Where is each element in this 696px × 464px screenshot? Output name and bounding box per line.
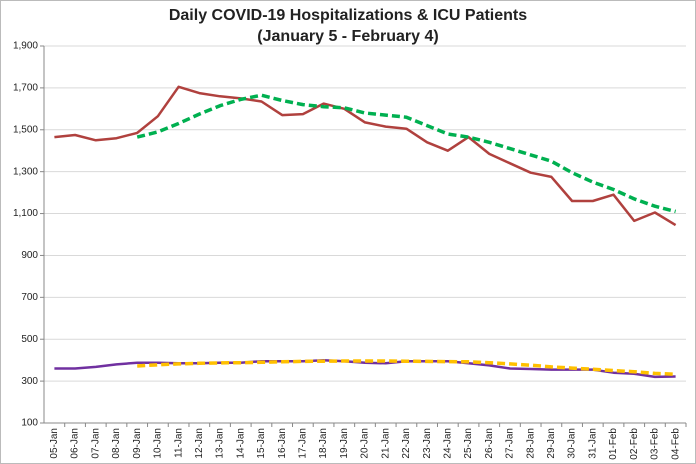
x-tick-label: 18-Jan: [318, 428, 329, 459]
x-tick-label: 17-Jan: [298, 428, 309, 459]
x-tick-label: 03-Feb: [650, 428, 661, 460]
chart-title: Daily COVID-19 Hospitalizations & ICU Pa…: [169, 7, 527, 24]
x-tick-label: 23-Jan: [422, 428, 433, 459]
x-tick-label: 14-Jan: [235, 428, 246, 459]
x-tick-label: 07-Jan: [90, 428, 101, 459]
x-tick-label: 30-Jan: [567, 428, 578, 459]
x-tick-label: 04-Feb: [670, 428, 681, 460]
y-tick-label: 300: [21, 376, 38, 387]
x-tick-label: 06-Jan: [70, 428, 81, 459]
y-tick-label: 500: [21, 334, 38, 345]
x-tick-label: 02-Feb: [629, 428, 640, 460]
y-tick-label: 1,100: [13, 208, 38, 219]
x-tick-label: 08-Jan: [111, 428, 122, 459]
series-line: [54, 85, 677, 227]
y-tick-label: 700: [21, 292, 38, 303]
x-tick-label: 10-Jan: [153, 428, 164, 459]
y-tick-label: 1,500: [13, 124, 38, 135]
x-tick-label: 20-Jan: [360, 428, 371, 459]
x-tick-label: 16-Jan: [277, 428, 288, 459]
x-tick-label: 21-Jan: [380, 428, 391, 459]
y-tick-label: 100: [21, 418, 38, 429]
y-tick-label: 1,300: [13, 166, 38, 177]
x-tick-label: 19-Jan: [339, 428, 350, 459]
x-tick-label: 28-Jan: [525, 428, 536, 459]
chart-subtitle: (January 5 - February 4): [257, 28, 438, 45]
series-line: [136, 93, 677, 214]
x-tick-label: 05-Jan: [49, 428, 60, 459]
x-tick-label: 12-Jan: [194, 428, 205, 459]
x-tick-label: 01-Feb: [608, 428, 619, 460]
y-tick-label: 1,900: [13, 41, 38, 52]
x-tick-label: 29-Jan: [546, 428, 557, 459]
x-tick-label: 13-Jan: [215, 428, 226, 459]
y-tick-label: 900: [21, 250, 38, 261]
x-tick-label: 09-Jan: [132, 428, 143, 459]
x-tick-label: 15-Jan: [256, 428, 267, 459]
x-tick-label: 31-Jan: [587, 428, 598, 459]
x-tick-label: 24-Jan: [442, 428, 453, 459]
y-tick-label: 1,700: [13, 83, 38, 94]
x-tick-label: 26-Jan: [484, 428, 495, 459]
series-line: [137, 359, 676, 376]
x-tick-label: 25-Jan: [463, 428, 474, 459]
x-tick-label: 27-Jan: [505, 428, 516, 459]
x-tick-label: 11-Jan: [173, 428, 184, 458]
x-tick-label: 22-Jan: [401, 428, 412, 459]
